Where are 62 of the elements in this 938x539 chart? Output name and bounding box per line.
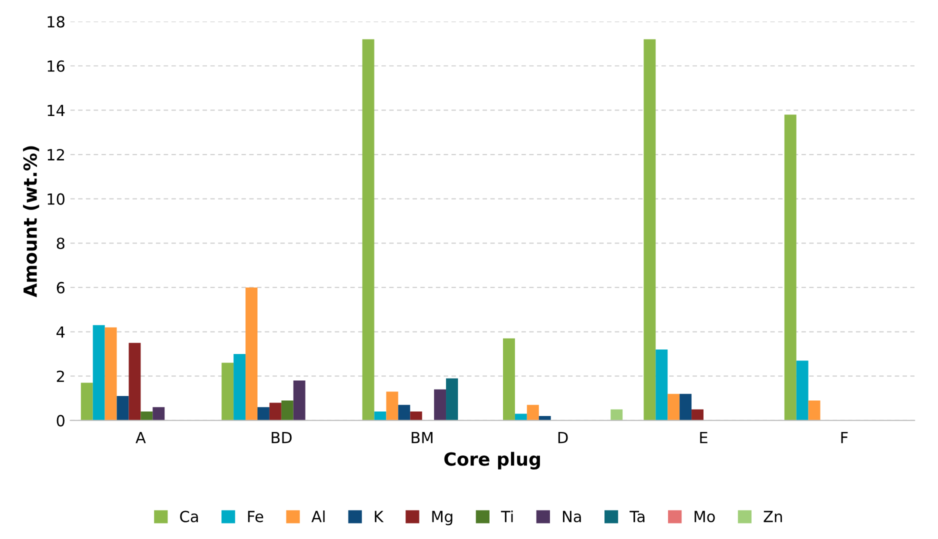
x-tick-label: F — [841, 432, 848, 444]
bar — [386, 392, 398, 420]
bar — [644, 39, 656, 420]
bar — [538, 416, 551, 420]
bar — [269, 402, 282, 420]
legend-label: Ca — [180, 510, 198, 522]
bar — [104, 327, 117, 420]
bar — [222, 362, 234, 420]
bar — [257, 407, 270, 420]
bar — [398, 404, 410, 420]
bar — [128, 342, 141, 420]
legend-label: Mo — [694, 510, 715, 522]
legend-label: K — [374, 510, 384, 522]
bar — [796, 360, 808, 420]
y-tick-label: 0 — [56, 414, 64, 426]
y-tick-label: 6 — [56, 282, 65, 294]
x-tick-label: BM — [412, 432, 432, 444]
y-tick-label: 8 — [56, 238, 64, 250]
y-tick-label: 14 — [48, 104, 65, 116]
bar — [503, 338, 515, 420]
legend-label: Al — [311, 510, 325, 522]
x-tick-label: BD — [272, 432, 292, 444]
y-tick-label: 16 — [48, 60, 65, 72]
bar — [692, 409, 704, 420]
y-axis-title: Amount (wt.%) — [23, 146, 40, 298]
bar — [92, 325, 105, 420]
bar — [434, 389, 446, 420]
legend-label: Zn — [764, 510, 782, 522]
bar — [234, 354, 246, 420]
x-axis-title: Core plug — [444, 452, 540, 470]
bar — [668, 394, 680, 420]
y-tick-label: 12 — [48, 148, 64, 160]
bar — [808, 400, 820, 420]
legend-label: Ti — [500, 510, 513, 522]
legend-label: Fe — [248, 510, 264, 522]
y-tick-label: 4 — [56, 326, 65, 338]
bar — [140, 412, 153, 420]
bar — [410, 412, 422, 420]
bar — [610, 409, 623, 420]
bar — [656, 350, 668, 420]
x-tick-label: E — [700, 432, 708, 444]
bar — [293, 380, 306, 420]
bar — [281, 400, 294, 420]
bar — [80, 382, 93, 420]
legend-label: Ta — [630, 510, 644, 522]
bar — [374, 412, 386, 420]
bar — [152, 407, 165, 420]
bar — [526, 404, 539, 420]
bar — [514, 414, 527, 420]
bar — [246, 287, 258, 420]
x-tick-label: D — [558, 432, 568, 444]
legend-label: Mg — [432, 510, 452, 526]
bar — [784, 114, 796, 420]
y-tick-label: 2 — [56, 370, 64, 382]
legend-label: Na — [562, 510, 581, 522]
y-tick-label: 10 — [48, 193, 64, 205]
x-tick-label: A — [136, 432, 146, 444]
y-tick-label: 18 — [48, 16, 64, 28]
bar — [446, 378, 458, 420]
bar — [362, 39, 374, 420]
bar — [680, 394, 692, 420]
bar — [116, 396, 129, 420]
